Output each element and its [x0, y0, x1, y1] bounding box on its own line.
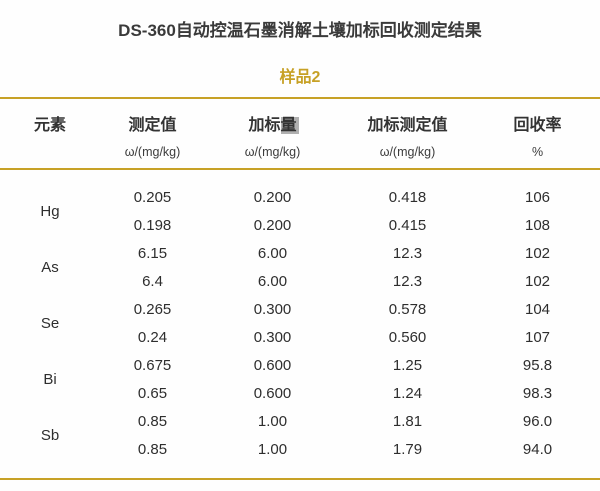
spacer-cell	[0, 169, 600, 183]
element-cell: Hg	[40, 202, 60, 220]
value-cell: 1.25	[392, 356, 423, 374]
page-title: DS-360自动控温石墨消解土壤加标回收测定结果	[118, 21, 482, 40]
table-spacer-row	[0, 169, 600, 183]
table-row: 0.85 1.00 1.79 94.0	[0, 435, 600, 463]
value-cell: 6.15	[137, 244, 168, 262]
value-cell: 1.00	[257, 440, 288, 458]
value-cell: 102	[524, 272, 551, 290]
value-cell: 0.198	[133, 216, 172, 234]
element-cell: Se	[40, 314, 60, 332]
col-header-recovery-label: 回收率	[513, 117, 562, 134]
highlighted-char: 量	[280, 117, 297, 134]
col-header-spike-amount-unit: ω/(mg/kg)	[244, 145, 301, 159]
value-cell: 0.675	[133, 356, 172, 374]
recovery-results-table: 元素 测定值 ω/(mg/kg) 加标量 ω/(mg/kg) 加标测定值 ω/(…	[0, 99, 600, 463]
col-header-spiked-measured: 加标测定值 ω/(mg/kg)	[340, 99, 475, 170]
value-cell: 0.600	[253, 384, 292, 402]
element-cell: Sb	[40, 426, 60, 444]
value-cell: 0.300	[253, 300, 292, 318]
value-cell: 0.415	[388, 216, 427, 234]
table-header: 元素 测定值 ω/(mg/kg) 加标量 ω/(mg/kg) 加标测定值 ω/(…	[0, 99, 600, 170]
sample-subtitle: 样品2	[279, 69, 321, 86]
value-cell: 0.265	[133, 300, 172, 318]
value-cell: 0.85	[137, 412, 168, 430]
table-row: Se 0.265 0.300 0.578 104	[0, 295, 600, 332]
element-cell: Bi	[43, 370, 57, 388]
value-cell: 6.00	[257, 244, 288, 262]
value-cell: 1.24	[392, 384, 423, 402]
value-cell: 1.81	[392, 412, 423, 430]
col-header-recovery-unit: %	[531, 145, 544, 159]
value-cell: 0.560	[388, 328, 427, 346]
table-row: Bi 0.675 0.600 1.25 95.8	[0, 351, 600, 388]
value-cell: 94.0	[522, 440, 553, 458]
element-cell: As	[41, 258, 59, 276]
col-header-measured-label: 测定值	[128, 117, 177, 134]
value-cell: 106	[524, 188, 551, 206]
value-cell: 96.0	[522, 412, 553, 430]
value-cell: 6.4	[142, 272, 163, 290]
col-header-element: 元素	[0, 99, 100, 170]
table-row: 6.4 6.00 12.3 102	[0, 267, 600, 295]
value-cell: 95.8	[522, 356, 553, 374]
col-header-measured: 测定值 ω/(mg/kg)	[100, 99, 205, 170]
value-cell: 0.418	[388, 188, 427, 206]
value-cell: 12.3	[392, 272, 423, 290]
value-cell: 1.00	[257, 412, 288, 430]
table-row: 0.198 0.200 0.415 108	[0, 211, 600, 239]
value-cell: 102	[524, 244, 551, 262]
value-cell: 98.3	[522, 384, 553, 402]
col-header-element-label: 元素	[33, 117, 66, 134]
value-cell: 0.300	[253, 328, 292, 346]
value-cell: 108	[524, 216, 551, 234]
value-cell: 12.3	[392, 244, 423, 262]
header-row: 元素 测定值 ω/(mg/kg) 加标量 ω/(mg/kg) 加标测定值 ω/(…	[0, 99, 600, 170]
value-cell: 0.85	[137, 440, 168, 458]
table-row: 0.65 0.600 1.24 98.3	[0, 379, 600, 407]
value-cell: 1.79	[392, 440, 423, 458]
value-cell: 0.200	[253, 188, 292, 206]
col-header-spiked-measured-label: 加标测定值	[367, 117, 448, 134]
col-header-spike-amount-label: 加标量	[248, 117, 297, 134]
value-cell: 107	[524, 328, 551, 346]
table-row: 0.24 0.300 0.560 107	[0, 323, 600, 351]
bottom-rule	[0, 478, 600, 480]
value-cell: 0.205	[133, 188, 172, 206]
value-cell: 0.24	[137, 328, 168, 346]
table-body: Hg 0.205 0.200 0.418 106 0.198 0.200 0.415 108 As…	[0, 169, 600, 463]
col-header-spike-amount: 加标量 ω/(mg/kg)	[205, 99, 340, 170]
table-row: Hg 0.205 0.200 0.418 106	[0, 183, 600, 220]
value-cell: 0.600	[253, 356, 292, 374]
table-row: Sb 0.85 1.00 1.81 96.0	[0, 407, 600, 444]
value-cell: 0.578	[388, 300, 427, 318]
value-cell: 6.00	[257, 272, 288, 290]
value-cell: 0.200	[253, 216, 292, 234]
value-cell: 0.65	[137, 384, 168, 402]
col-header-recovery: 回收率 %	[475, 99, 600, 170]
col-header-measured-unit: ω/(mg/kg)	[124, 145, 181, 159]
top-rule	[0, 97, 600, 99]
table-row: As 6.15 6.00 12.3 102	[0, 239, 600, 276]
col-header-spiked-measured-unit: ω/(mg/kg)	[379, 145, 436, 159]
value-cell: 104	[524, 300, 551, 318]
